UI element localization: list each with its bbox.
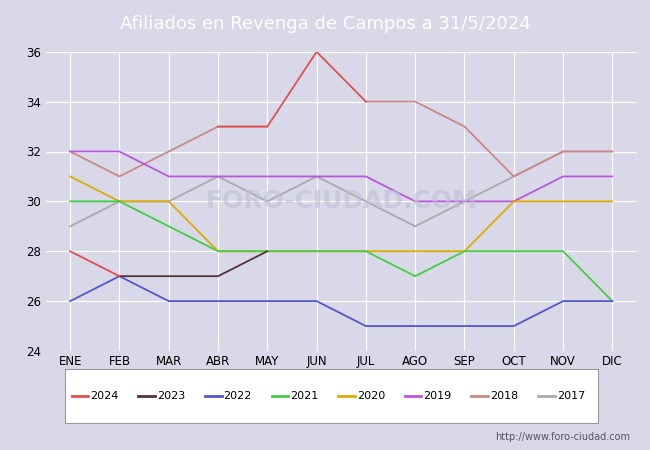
Text: http://www.foro-ciudad.com: http://www.foro-ciudad.com (495, 432, 630, 441)
Text: Afiliados en Revenga de Campos a 31/5/2024: Afiliados en Revenga de Campos a 31/5/20… (120, 14, 530, 33)
Text: 2017: 2017 (556, 391, 585, 401)
Text: 2022: 2022 (224, 391, 252, 401)
Text: 2018: 2018 (490, 391, 518, 401)
Text: 2019: 2019 (423, 391, 452, 401)
Text: 2021: 2021 (290, 391, 318, 401)
Text: 2020: 2020 (357, 391, 385, 401)
Text: 2023: 2023 (157, 391, 185, 401)
Text: 2024: 2024 (90, 391, 119, 401)
Text: FORO-CIUDAD.COM: FORO-CIUDAD.COM (205, 189, 477, 213)
